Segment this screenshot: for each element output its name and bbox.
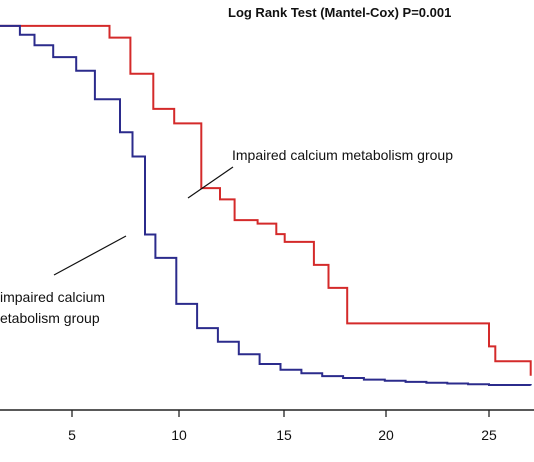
x-tick-label: 5	[68, 427, 76, 443]
series-layer	[0, 24, 532, 386]
annotation-blue-group-line1: impaired calcium	[0, 289, 105, 305]
annotation-leader-red	[187, 166, 234, 199]
annotation-blue-group-line2: etabolism group	[0, 310, 100, 326]
annotation-leader-blue	[53, 235, 127, 276]
x-tick-label: 10	[171, 427, 187, 443]
x-tick-label: 20	[378, 427, 394, 443]
series-line-1	[0, 24, 532, 386]
annotation-red-group: Impaired calcium metabolism group	[232, 147, 453, 163]
series-line-0	[0, 24, 532, 376]
x-tick-label: 15	[276, 427, 292, 443]
chart-title: Log Rank Test (Mantel-Cox) P=0.001	[228, 5, 451, 20]
x-ticks: 5 10 15 20 25	[68, 410, 497, 443]
x-tick-label: 25	[481, 427, 497, 443]
